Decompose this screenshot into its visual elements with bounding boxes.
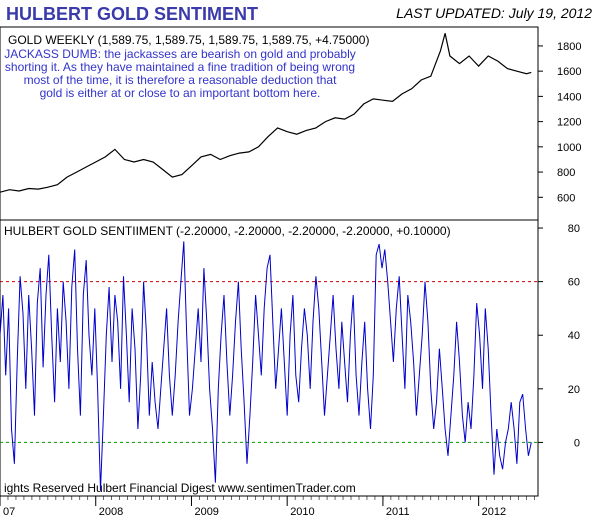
annotation-line-4: gold is either at or close to an importa…: [40, 86, 321, 100]
last-updated: LAST UPDATED: July 19, 2012: [396, 5, 592, 21]
copyright-footer: ights Reserved Hulbert Financial Digest …: [4, 481, 356, 495]
price-ytick-label: 1400: [557, 91, 581, 103]
sentiment-ytick-label: 40: [568, 330, 580, 342]
sentiment-line: [0, 241, 532, 491]
x-tick-label: 2008: [99, 506, 123, 518]
sentiment-ytick-label: 0: [574, 437, 580, 449]
annotation-line-1: JACKASS DUMB: the jackasses are bearish …: [4, 47, 356, 61]
price-ytick-label: 1600: [557, 66, 581, 78]
gold-price-line: [0, 33, 532, 193]
price-ytick-label: 1200: [557, 117, 581, 129]
x-tick-label: 07: [3, 506, 15, 518]
price-series-title: GOLD WEEKLY (1,589.75, 1,589.75, 1,589.7…: [8, 33, 369, 47]
sentiment-ytick-label: 60: [568, 277, 580, 289]
price-ytick-label: 600: [557, 192, 575, 204]
price-ytick-label: 800: [557, 167, 575, 179]
sentiment-ytick-label: 80: [568, 223, 580, 235]
sentiment-series-title: HULBERT GOLD SENTIIMENT (-2.20000, -2.20…: [4, 224, 451, 238]
price-ytick-label: 1800: [557, 41, 581, 53]
x-tick-label: 2009: [194, 506, 218, 518]
price-ytick-label: 1000: [557, 142, 581, 154]
annotation-line-3: most of the time, it is therefore a reas…: [24, 73, 338, 87]
x-tick-label: 2012: [482, 506, 506, 518]
sentiment-ytick-label: 20: [568, 384, 580, 396]
annotation-line-2: shorting it. As they have maintained a f…: [5, 60, 355, 74]
x-tick-label: 2011: [386, 506, 410, 518]
x-tick-label: 2010: [290, 506, 314, 518]
annotation-text: JACKASS DUMB: the jackasses are bearish …: [4, 47, 356, 100]
chart-title: HULBERT GOLD SENTIMENT: [6, 4, 258, 24]
